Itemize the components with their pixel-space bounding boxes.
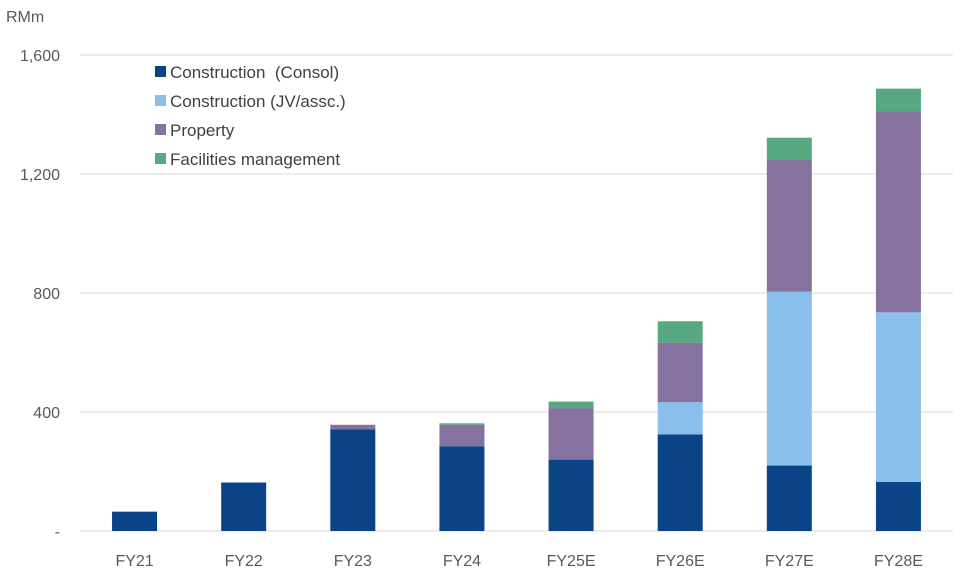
bar-segment [221, 482, 267, 531]
bar-segment [548, 408, 594, 460]
y-tick-label: 400 [33, 405, 60, 422]
x-tick-label: FY24 [443, 553, 481, 570]
legend: Construction (Consol) Construction (JV/as… [155, 63, 346, 169]
legend-label: Property [170, 121, 235, 140]
y-tick-label: 1,600 [20, 48, 60, 65]
bar-segment [439, 446, 485, 531]
legend-swatch [155, 153, 166, 164]
bar-segment [875, 312, 921, 482]
x-tick-label: FY25E [547, 553, 596, 570]
x-tick-label: FY23 [334, 553, 372, 570]
legend-label: Facilities management [170, 150, 340, 169]
bar-segment [766, 137, 812, 160]
bar-segment [766, 159, 812, 292]
legend-label: Construction (Consol) [170, 63, 339, 82]
bar-segment [330, 424, 376, 430]
bar-segment [439, 424, 485, 447]
legend-swatch [155, 66, 166, 77]
bar-segment [112, 511, 158, 531]
bar-segment [766, 465, 812, 531]
bar-segment [657, 321, 703, 343]
bar-segment [439, 423, 485, 425]
x-tick-label: FY26E [656, 553, 705, 570]
legend-swatch [155, 95, 166, 106]
bar-segment [875, 111, 921, 313]
y-tick-label: 1,200 [20, 167, 60, 184]
x-tick-label: FY22 [225, 553, 263, 570]
bar-segment [875, 88, 921, 112]
bar-segment [875, 481, 921, 531]
y-tick-label: - [55, 524, 60, 541]
legend-label: Construction (JV/assc.) [170, 92, 346, 111]
bars [112, 88, 921, 531]
bar-segment [657, 342, 703, 403]
bar-segment [330, 429, 376, 531]
x-tick-label: FY28E [874, 553, 923, 570]
bar-segment [548, 459, 594, 531]
legend-swatch [155, 124, 166, 135]
bar-segment [766, 291, 812, 466]
bar-segment [657, 434, 703, 531]
x-tick-label: FY27E [765, 553, 814, 570]
bar-segment [657, 402, 703, 435]
y-axis-unit-label: RMm [6, 9, 44, 26]
bar-segment [548, 401, 594, 409]
x-tick-label: FY21 [115, 553, 153, 570]
y-tick-label: 800 [33, 286, 60, 303]
